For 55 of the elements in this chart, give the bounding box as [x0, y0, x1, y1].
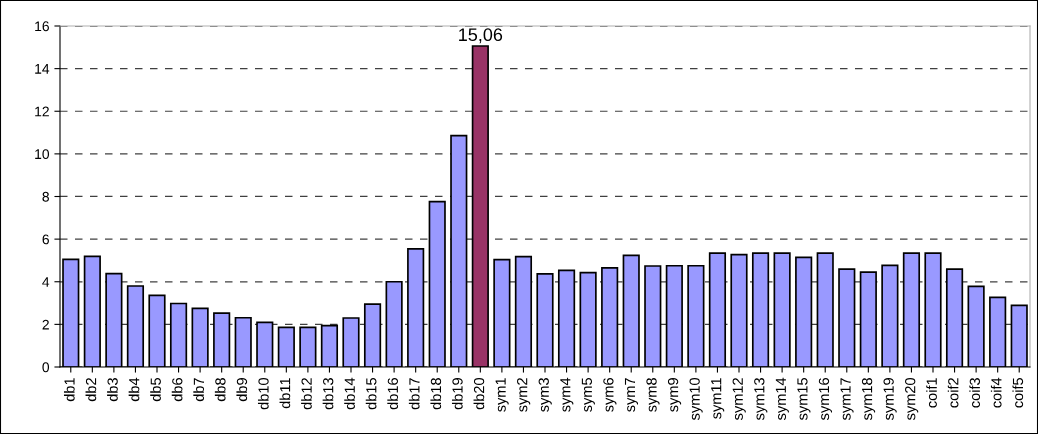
y-tick-label: 10	[35, 149, 50, 160]
x-tick-label: sym1	[495, 378, 509, 412]
x-tick-label: db2	[85, 378, 97, 402]
x-tick-label: db12	[301, 378, 312, 410]
y-tick-label: 4	[42, 277, 50, 287]
data-label: 15,06	[459, 28, 503, 44]
y-tick-label: 14	[35, 64, 50, 74]
x-tick-label: db4	[128, 377, 140, 402]
x-tick-label: db5	[150, 378, 161, 402]
x-tick-label: sym11	[711, 378, 725, 419]
x-tick-label: coif4	[990, 377, 1002, 408]
x-tick-label: sym12	[732, 378, 746, 420]
x-tick-label: coif1	[926, 378, 937, 408]
y-tick-label: 8	[42, 191, 49, 202]
x-tick-label: sym18	[861, 378, 876, 420]
x-tick-label: db10	[257, 377, 269, 410]
x-tick-label: db17	[408, 378, 420, 410]
x-tick-label: sym10	[689, 377, 703, 420]
x-tick-label: sym2	[517, 378, 531, 412]
x-tick-label: coif2	[947, 378, 959, 408]
x-tick-label: db8	[214, 378, 226, 402]
x-tick-label: db13	[322, 378, 334, 410]
x-tick-label: coif3	[969, 378, 981, 408]
x-tick-label: db20	[473, 377, 485, 410]
y-tick-label: 16	[35, 21, 49, 32]
x-tick-label: sym4	[560, 377, 574, 412]
x-tick-label: db15	[365, 378, 377, 410]
x-tick-label: sym5	[581, 378, 595, 412]
x-tick-label: sym20	[905, 377, 919, 420]
x-tick-label: db16	[387, 378, 399, 410]
x-tick-label: sym3	[538, 378, 552, 412]
x-tick-label: db9	[236, 378, 248, 402]
y-tick-label: 6	[42, 234, 49, 245]
x-tick-label: coif5	[1012, 378, 1024, 408]
x-tick-label: db1	[63, 378, 75, 402]
x-tick-label: db3	[107, 378, 118, 402]
y-tick-label: 12	[35, 106, 49, 117]
x-tick-label: db18	[430, 378, 442, 410]
y-tick-label: 0	[42, 362, 50, 373]
x-tick-label: db6	[171, 378, 183, 402]
x-tick-label: sym15	[797, 378, 811, 420]
y-tick-label: 2	[42, 319, 49, 330]
x-tick-label: sym6	[603, 378, 617, 412]
x-tick-label: db19	[451, 378, 463, 410]
x-tick-label: sym16	[818, 378, 833, 420]
x-tick-label: db11	[279, 378, 291, 409]
x-tick-label: db14	[344, 377, 355, 410]
x-tick-label: db7	[193, 378, 205, 402]
x-tick-label: sym7	[624, 378, 639, 412]
x-tick-label: sym9	[667, 378, 682, 412]
x-tick-label: sym19	[883, 378, 897, 420]
x-tick-label: sym14	[775, 377, 789, 420]
x-tick-label: sym13	[754, 378, 768, 420]
x-tick-label: sym17	[840, 378, 854, 420]
x-tick-label: sym8	[646, 378, 660, 412]
